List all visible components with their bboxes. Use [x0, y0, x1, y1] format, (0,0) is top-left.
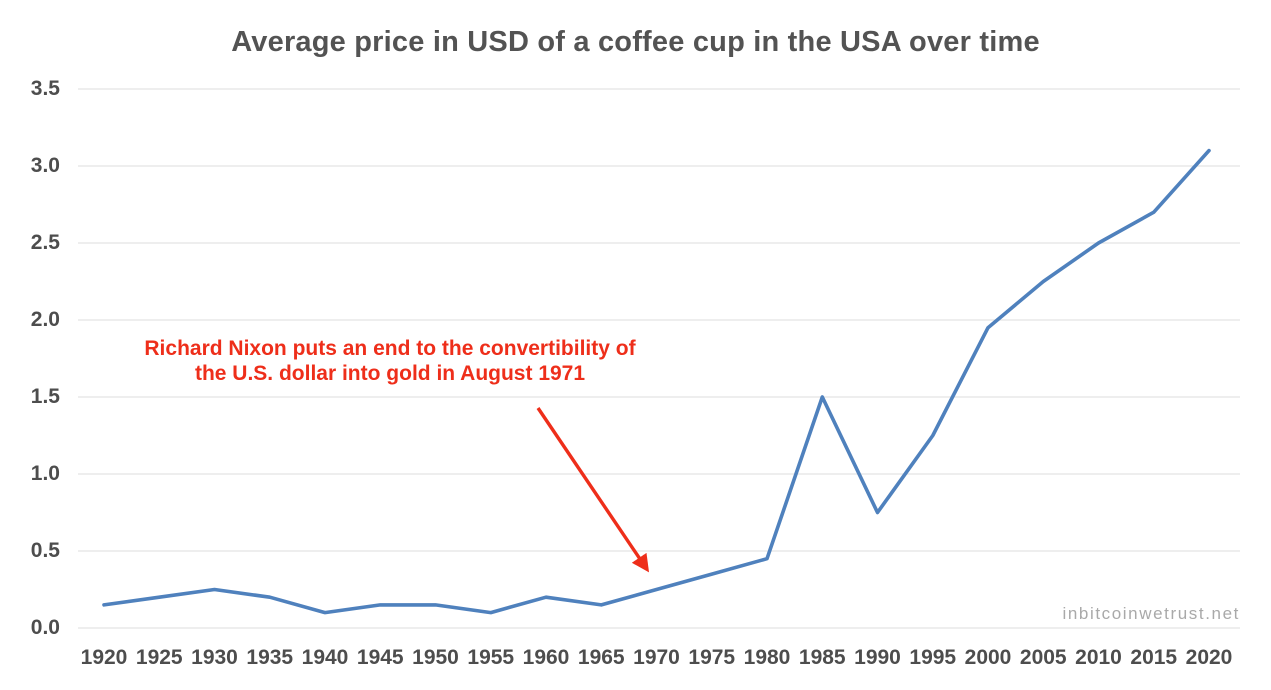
x-tick-label: 1960: [522, 646, 570, 669]
x-tick-label: 1930: [191, 646, 238, 669]
annotation-arrow: [536, 407, 650, 573]
price-line-series: [102, 148, 1211, 615]
chart-title: Average price in USD of a coffee cup in …: [231, 26, 1040, 58]
x-tick-label: 1970: [633, 646, 680, 669]
y-tick-label: 2.5: [30, 231, 60, 254]
watermark: inbitcoinwetrust.net: [1062, 604, 1240, 623]
x-tick-label: 1925: [135, 646, 183, 669]
x-tick-label: 1935: [246, 646, 294, 669]
x-tick-label: 2015: [1130, 646, 1178, 669]
y-tick-label: 0.0: [30, 616, 60, 639]
annotation-line1: Richard Nixon puts an end to the convert…: [144, 337, 636, 360]
x-tick-label: 1950: [412, 646, 459, 669]
x-tick-label: 1920: [80, 646, 128, 669]
y-tick-label: 1.0: [30, 462, 60, 485]
x-tick-label: 1980: [743, 646, 791, 669]
x-tick-label: 2020: [1185, 646, 1233, 669]
y-tick-label: 3.5: [30, 77, 60, 100]
x-tick-label: 1995: [909, 646, 957, 669]
x-tick-label: 1940: [301, 646, 349, 669]
gridlines: [78, 88, 1240, 629]
y-tick-label: 0.5: [30, 539, 60, 562]
annotation-line2: the U.S. dollar into gold in August 1971: [194, 362, 586, 385]
annotation-label: Richard Nixon puts an end to the convert…: [90, 336, 690, 386]
x-tick-label: 1985: [798, 646, 846, 669]
y-tick-label: 3.0: [30, 154, 60, 177]
y-tick-label: 2.0: [30, 308, 60, 331]
x-tick-label: 2000: [964, 646, 1012, 669]
x-tick-label: 2010: [1075, 646, 1122, 669]
x-tick-label: 1945: [356, 646, 404, 669]
x-tick-label: 2005: [1019, 646, 1067, 669]
x-tick-label: 1990: [854, 646, 901, 669]
y-tick-label: 1.5: [30, 385, 60, 408]
x-tick-label: 1965: [577, 646, 625, 669]
x-tick-label: 1955: [467, 646, 515, 669]
x-tick-label: 1975: [688, 646, 736, 669]
